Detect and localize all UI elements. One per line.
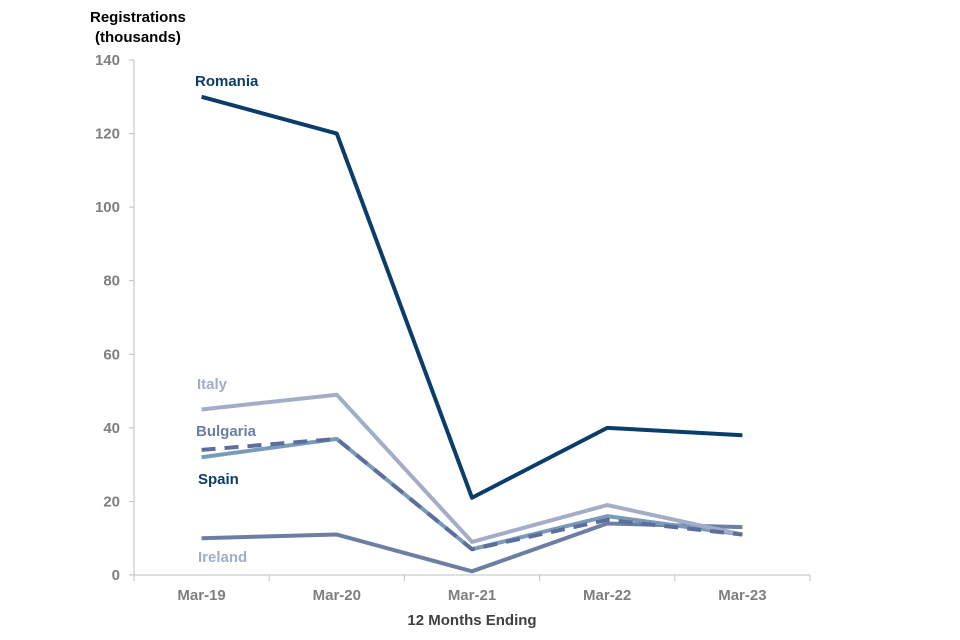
series-lines	[201, 94, 743, 574]
x-axis-title: 12 Months Ending	[407, 612, 536, 629]
series-labels: Romania Italy Bulgaria Spain Ireland	[195, 73, 259, 566]
y-axis-title-line-1: Registrations	[90, 9, 186, 26]
y-tick-label: 140	[95, 52, 120, 69]
x-tick-label: Mar-21	[448, 587, 496, 604]
axes	[129, 59, 811, 581]
x-tick-label: Mar-22	[583, 587, 631, 604]
series-line-romania	[201, 94, 743, 500]
y-axis-title-line-2: (thousands)	[95, 29, 181, 46]
series-line-bulgaria	[201, 436, 743, 552]
series-line-italy	[201, 392, 743, 544]
y-tick-label: 0	[112, 567, 120, 584]
series-label-spain: Spain	[198, 471, 239, 488]
y-tick-labels: 0 20 40 60 80 100 120 140	[95, 52, 120, 584]
series-label-ireland: Ireland	[198, 549, 247, 566]
y-tick-label: 60	[103, 346, 120, 363]
y-tick-label: 40	[103, 420, 120, 437]
y-tick-label: 100	[95, 199, 120, 216]
x-tick-label: Mar-20	[313, 587, 361, 604]
y-axis-title: Registrations (thousands)	[90, 9, 186, 46]
series-label-romania: Romania	[195, 73, 259, 90]
y-tick-label: 20	[103, 493, 120, 510]
series-label-italy: Italy	[197, 376, 228, 393]
x-tick-labels: Mar-19 Mar-20 Mar-21 Mar-22 Mar-23	[177, 587, 766, 604]
y-tick-label: 80	[103, 273, 120, 290]
series-label-bulgaria: Bulgaria	[196, 423, 257, 440]
y-tick-label: 120	[95, 126, 120, 143]
x-tick-label: Mar-19	[177, 587, 225, 604]
x-tick-label: Mar-23	[718, 587, 766, 604]
